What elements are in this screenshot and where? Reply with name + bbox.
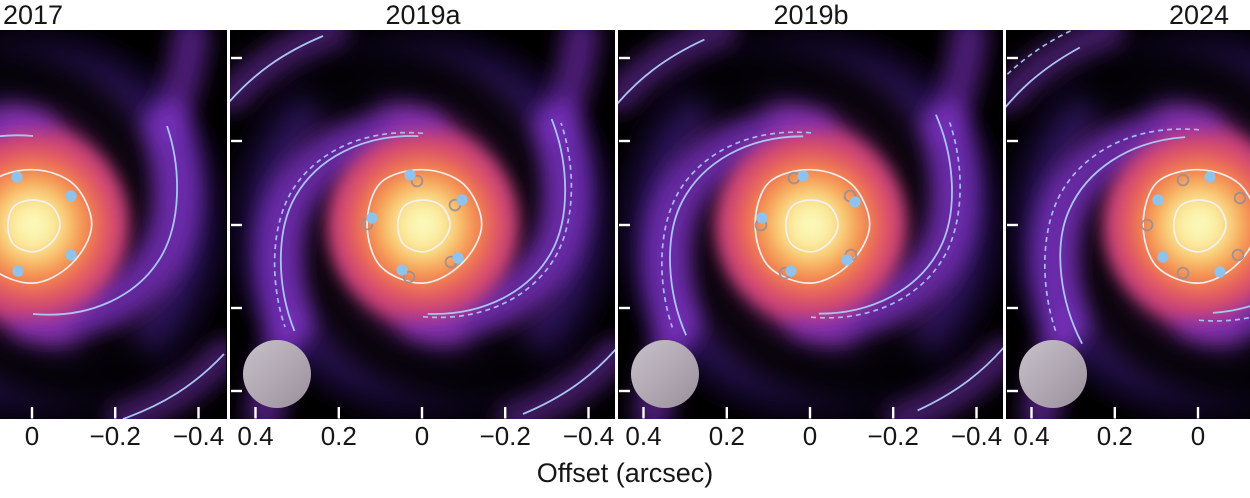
- x-tick-label: 0.2: [708, 421, 745, 451]
- clump-dot: [396, 264, 408, 276]
- clump-dot: [1157, 251, 1169, 263]
- disk-panel-2024: [1006, 30, 1250, 419]
- clump-markers: [366, 169, 468, 276]
- clump-dot: [756, 212, 768, 224]
- disk-image: [1006, 30, 1250, 419]
- spiral-arm-arcs: [0, 125, 225, 419]
- disk-heatmap: [618, 30, 1003, 419]
- epoch-title-2017: 2017: [2, 0, 64, 30]
- x-tick-label: 0.4: [237, 421, 274, 451]
- clump-dot: [12, 265, 24, 277]
- clump-dot: [65, 190, 77, 202]
- beam-circle: [243, 340, 311, 408]
- clump-dot: [1152, 194, 1164, 206]
- clump-dot: [1214, 266, 1226, 278]
- clump-open-circle: [1176, 173, 1190, 187]
- x-tick-label: 0.4: [625, 421, 662, 451]
- disk-panel-2017: [0, 30, 227, 419]
- x-tick-label: −0.4: [950, 421, 1003, 451]
- epoch-title-2024: 2024: [1168, 0, 1230, 30]
- beam-circle: [631, 340, 699, 408]
- clump-dot: [849, 196, 861, 208]
- x-tick-label: 0: [24, 421, 40, 451]
- clump-dot: [841, 254, 853, 266]
- clump-open-circle: [1233, 191, 1247, 205]
- disk-heatmap: [1006, 30, 1250, 419]
- clump-markers: [11, 171, 77, 277]
- reference-2017-arm-dashed: [1006, 30, 1250, 332]
- x-tick-label: 0.2: [320, 421, 357, 451]
- clump-dot: [65, 249, 77, 261]
- epoch-title-2019a: 2019a: [385, 0, 461, 30]
- spiral-arm-arcs: [230, 35, 615, 415]
- x-axis-label: Offset (arcsec): [536, 458, 714, 488]
- x-tick-label: −0.2: [479, 421, 531, 451]
- x-tick-label: −0.2: [89, 421, 141, 451]
- disk-image: [230, 30, 615, 419]
- spiral-arm-arcs: [618, 38, 1003, 412]
- intensity-contours: [0, 168, 93, 284]
- clump-open-circle: [1140, 218, 1154, 232]
- epoch-title-2019b: 2019b: [773, 0, 849, 30]
- disk-panel-2019a: [230, 30, 615, 419]
- x-tick-label: 0: [414, 421, 430, 451]
- clump-dot: [11, 171, 23, 183]
- reference-2017-arm-dashed: [661, 122, 961, 328]
- clump-dot: [785, 265, 797, 277]
- axis-ticks: [1007, 56, 1200, 419]
- x-tick-label: −0.4: [172, 421, 225, 451]
- spiral-arm-arcs: [1006, 46, 1250, 345]
- clump-open-circle: [1176, 266, 1190, 280]
- x-tick-label: 0: [1190, 421, 1206, 451]
- disk-panel-2019b: [618, 30, 1003, 419]
- clump-dot: [456, 194, 468, 206]
- x-tick-label: 0.4: [1013, 421, 1050, 451]
- x-tick-label: −0.4: [562, 421, 615, 451]
- disk-image: [618, 30, 1003, 419]
- clump-dot: [797, 170, 809, 182]
- x-tick-label: 0: [802, 421, 818, 451]
- beam-circle: [1019, 340, 1087, 408]
- axis-ticks: [619, 56, 978, 419]
- axis-ticks: [231, 56, 590, 419]
- x-tick-label: 0.2: [1096, 421, 1133, 451]
- clump-markers: [756, 170, 861, 277]
- clump-open-circle: [1231, 248, 1245, 262]
- axis-ticks: [30, 407, 200, 419]
- intensity-contours: [1142, 168, 1250, 284]
- clump-dot: [1204, 171, 1216, 183]
- reference-2017-arm-dashed: [273, 122, 573, 328]
- clump-dot: [366, 212, 378, 224]
- clump-open-markers: [1140, 173, 1247, 280]
- x-tick-label: −0.2: [867, 421, 919, 451]
- bright-core: [328, 130, 518, 320]
- clump-dot: [452, 252, 464, 264]
- bright-core: [716, 130, 906, 320]
- intensity-contours: [366, 168, 483, 284]
- disk-heatmap: [230, 30, 615, 419]
- bright-core: [0, 130, 128, 320]
- clump-dot: [404, 169, 416, 181]
- disk-heatmap: [0, 30, 227, 419]
- clump-open-circle: [410, 174, 424, 188]
- clump-open-circle: [402, 270, 416, 284]
- disk-image: [0, 30, 227, 419]
- clump-markers: [1152, 171, 1226, 278]
- purple-spiral-arm-glow: [618, 30, 1003, 419]
